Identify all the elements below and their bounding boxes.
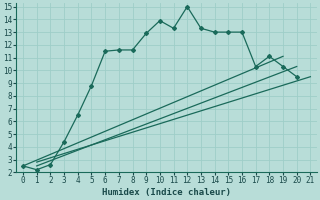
X-axis label: Humidex (Indice chaleur): Humidex (Indice chaleur) (102, 188, 231, 197)
